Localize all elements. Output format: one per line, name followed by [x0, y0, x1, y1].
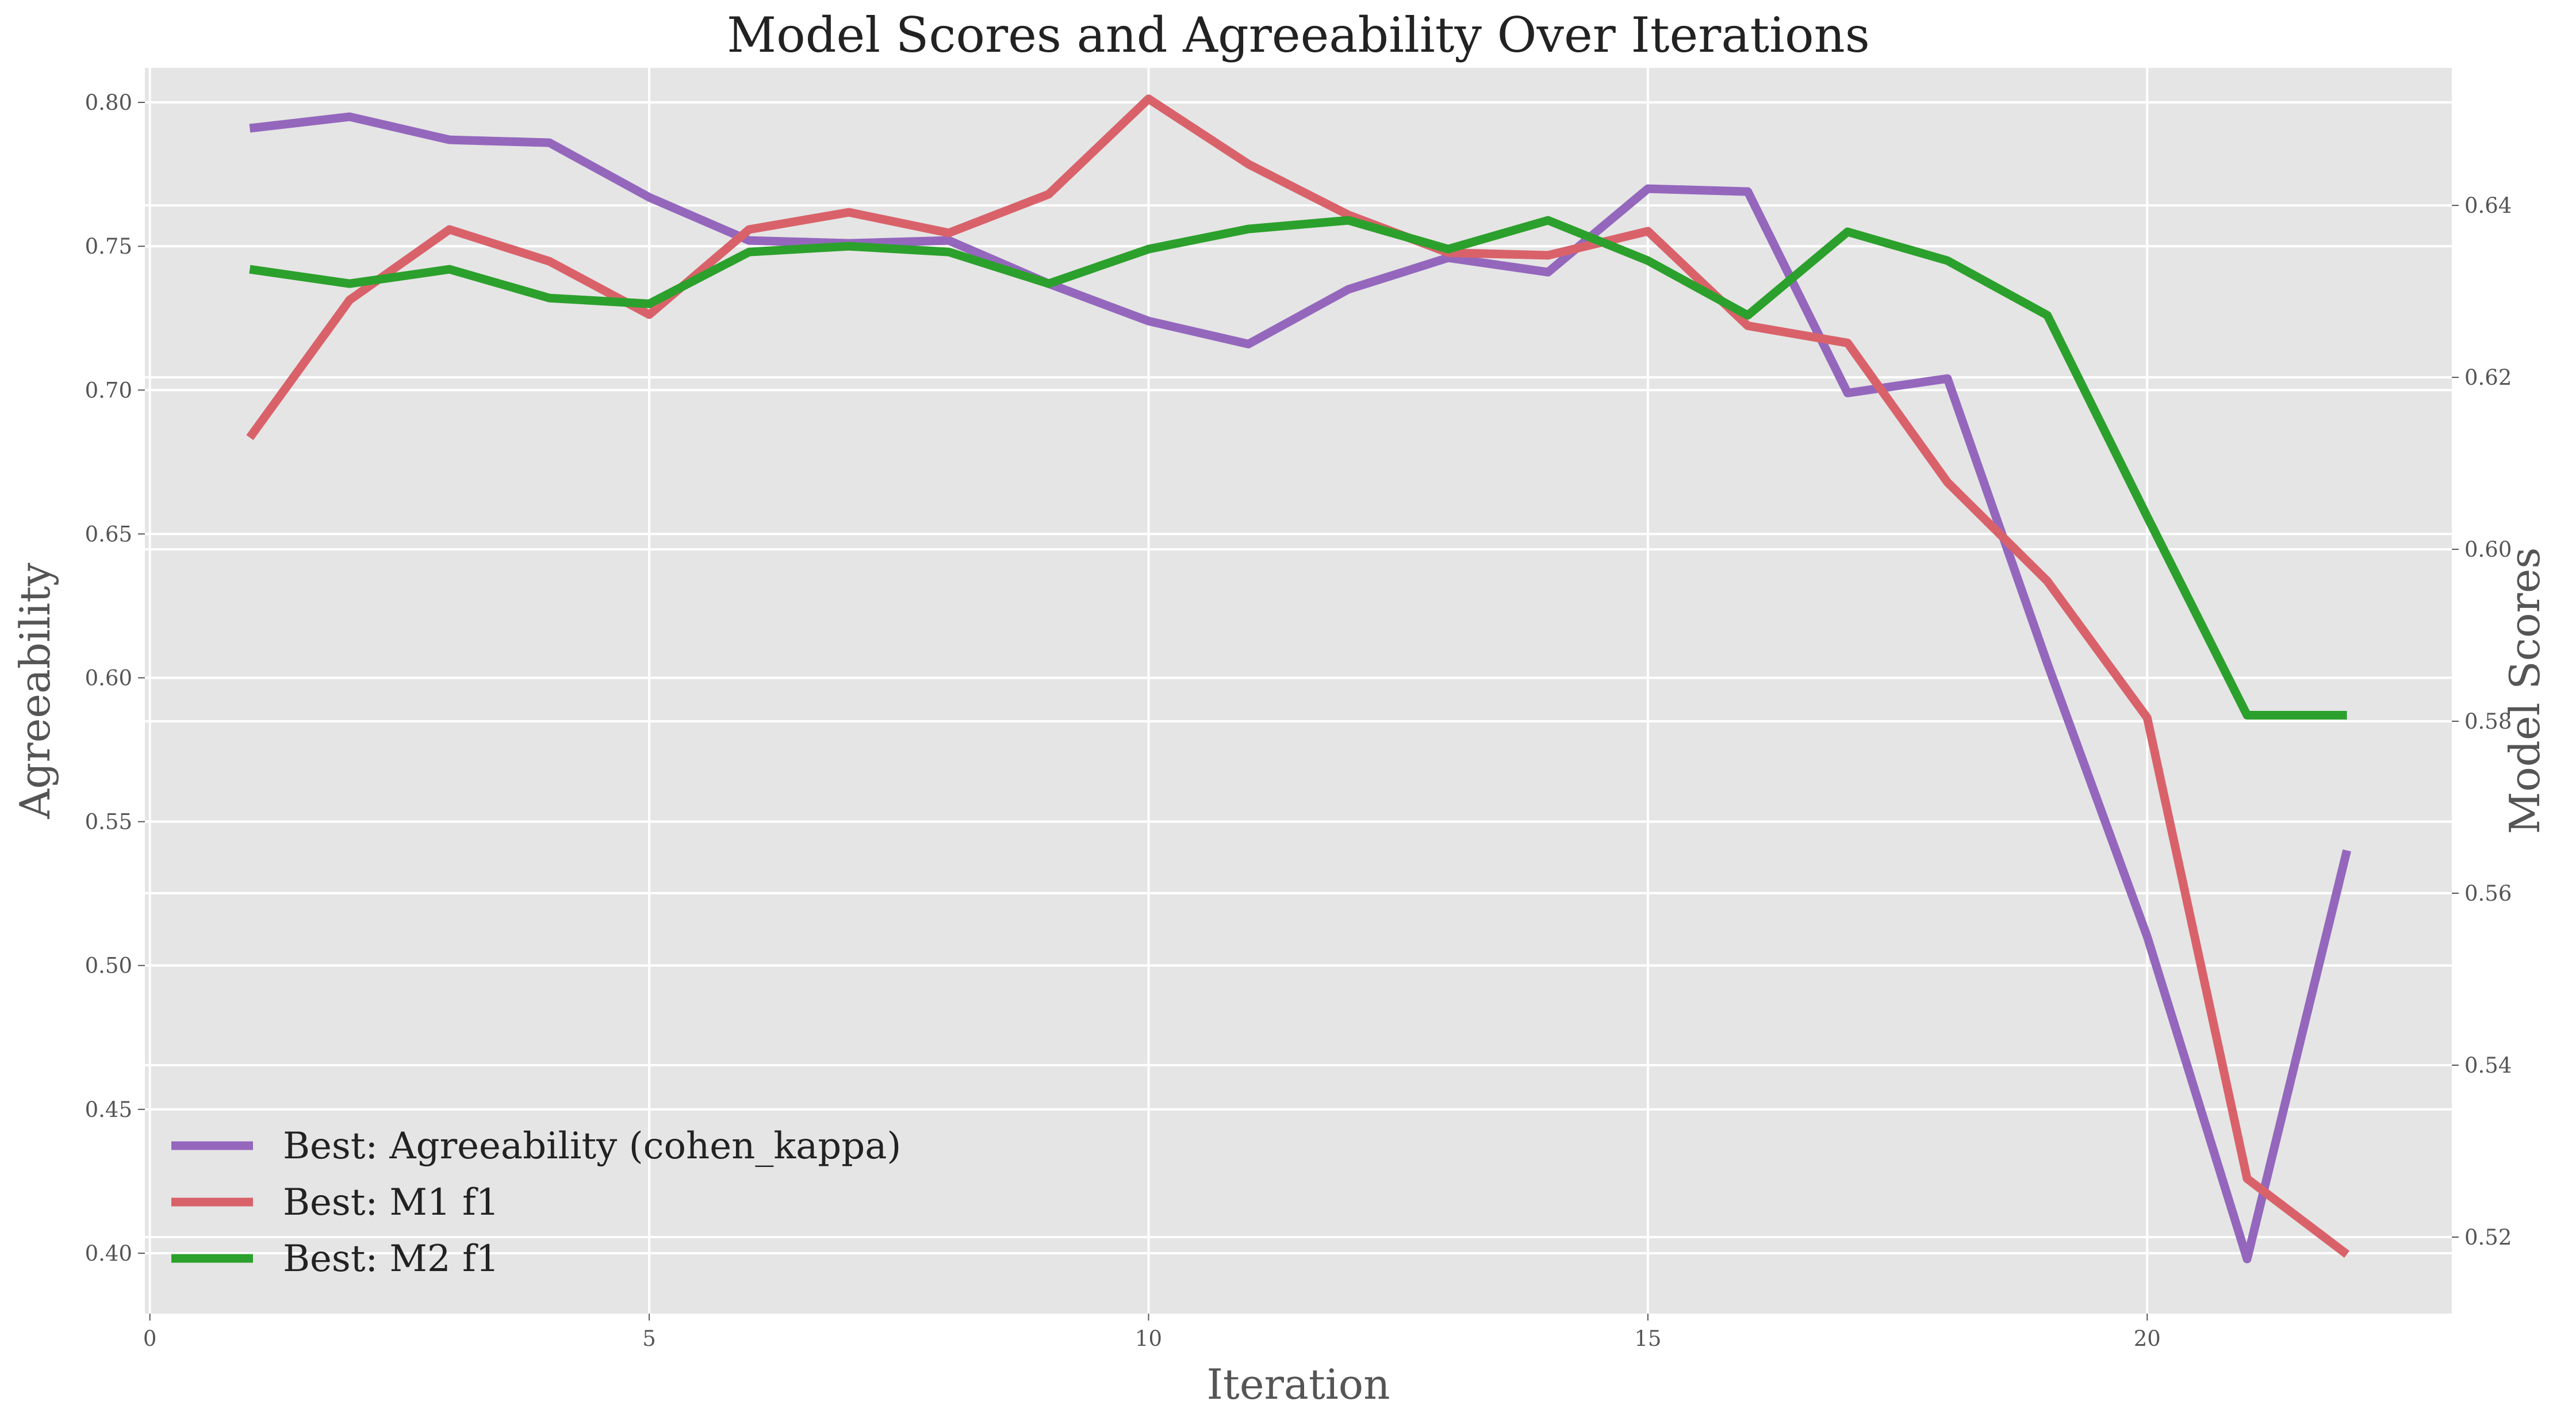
x-tick-label: 0	[143, 1326, 157, 1351]
y-tick-label-left: 0.45	[85, 1097, 132, 1122]
y-axis-title-left: Agreeability	[11, 562, 59, 820]
x-tick-label: 5	[642, 1326, 656, 1351]
plot-background	[145, 68, 2452, 1314]
series-line-agreeability	[249, 112, 2351, 1264]
chart-title: Model Scores and Agreeability Over Itera…	[727, 7, 1870, 63]
y-tick-label-left: 0.40	[85, 1241, 132, 1266]
x-tick-label: 20	[2134, 1326, 2161, 1351]
y-tick-label-right: 0.54	[2464, 1053, 2512, 1078]
y-tick-label-left: 0.60	[85, 665, 132, 690]
x-tick-label: 15	[1634, 1326, 1661, 1351]
grid	[145, 68, 2452, 1314]
legend-label-m2-f1: Best: M2 f1	[283, 1238, 499, 1280]
series-line-m2-f1	[249, 216, 2347, 720]
y-tick-label-left: 0.80	[85, 90, 132, 115]
legend-label-m1-f1: Best: M1 f1	[283, 1181, 499, 1224]
y-axis-title-right: Model Scores	[2501, 548, 2549, 835]
y-tick-label-right: 0.52	[2464, 1225, 2512, 1250]
y-tick-label-right: 0.58	[2464, 709, 2512, 734]
legend-label-agreeability: Best: Agreeability (cohen_kappa)	[283, 1125, 901, 1168]
y-tick-label-left: 0.70	[85, 378, 132, 403]
x-tick-label: 10	[1135, 1326, 1162, 1351]
y-tick-label-right: 0.62	[2464, 365, 2512, 390]
series-layer	[246, 94, 2351, 1264]
y-tick-label-left: 0.55	[85, 810, 132, 835]
series-line-m1-f1	[246, 94, 2350, 1258]
y-tick-label-left: 0.75	[85, 234, 132, 259]
y-tick-label-left: 0.50	[85, 954, 132, 978]
y-tick-label-right: 0.64	[2464, 193, 2512, 218]
legend: Best: Agreeability (cohen_kappa) Best: M…	[171, 1125, 901, 1280]
x-axis-title: Iteration	[1206, 1360, 1390, 1409]
ticks: 0 5 10 15 20 0.40 0.45 0.50 0.55 0.60 0.65 0.70 0.75…	[85, 90, 2512, 1351]
y-tick-label-right: 0.60	[2464, 537, 2512, 562]
y-tick-label-right: 0.56	[2464, 881, 2512, 906]
y-tick-label-left: 0.65	[85, 522, 132, 546]
